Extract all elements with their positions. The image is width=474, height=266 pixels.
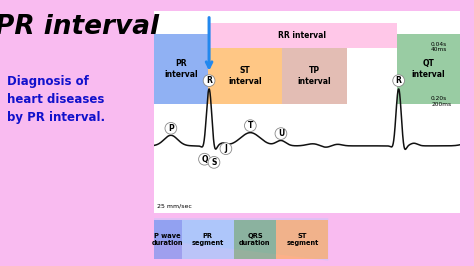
Bar <box>276 220 328 259</box>
Text: U: U <box>278 129 284 138</box>
Text: Diagnosis of
heart diseases
by PR interval.: Diagnosis of heart diseases by PR interv… <box>7 75 105 124</box>
Text: RR interval: RR interval <box>278 31 326 40</box>
Text: S: S <box>211 158 217 167</box>
Bar <box>283 48 346 104</box>
Text: R: R <box>206 76 212 85</box>
Text: Q: Q <box>201 155 208 164</box>
Text: TP
interval: TP interval <box>298 66 331 86</box>
Bar <box>234 220 276 259</box>
Bar <box>154 220 182 259</box>
Bar <box>182 220 234 259</box>
Text: J: J <box>225 144 228 153</box>
Text: PR interval: PR interval <box>0 14 159 40</box>
Text: 25 mm/sec: 25 mm/sec <box>157 203 192 209</box>
Text: 0.20s
200ms: 0.20s 200ms <box>431 96 451 107</box>
Text: ST
segment: ST segment <box>286 233 319 246</box>
Text: 0.04s
40ms: 0.04s 40ms <box>431 41 447 52</box>
Text: ST
interval: ST interval <box>228 66 262 86</box>
Bar <box>208 23 397 48</box>
Text: R: R <box>396 76 401 85</box>
Text: QT
interval: QT interval <box>411 60 445 79</box>
Polygon shape <box>154 218 328 261</box>
Text: PR
interval: PR interval <box>164 60 198 79</box>
Text: T: T <box>248 121 253 130</box>
Bar <box>154 34 208 104</box>
Bar <box>208 48 283 104</box>
Text: P wave
duration: P wave duration <box>152 233 183 246</box>
Text: P: P <box>168 124 174 133</box>
Text: QRS
duration: QRS duration <box>239 233 271 246</box>
Bar <box>397 34 460 104</box>
Text: PR
segment: PR segment <box>191 233 224 246</box>
